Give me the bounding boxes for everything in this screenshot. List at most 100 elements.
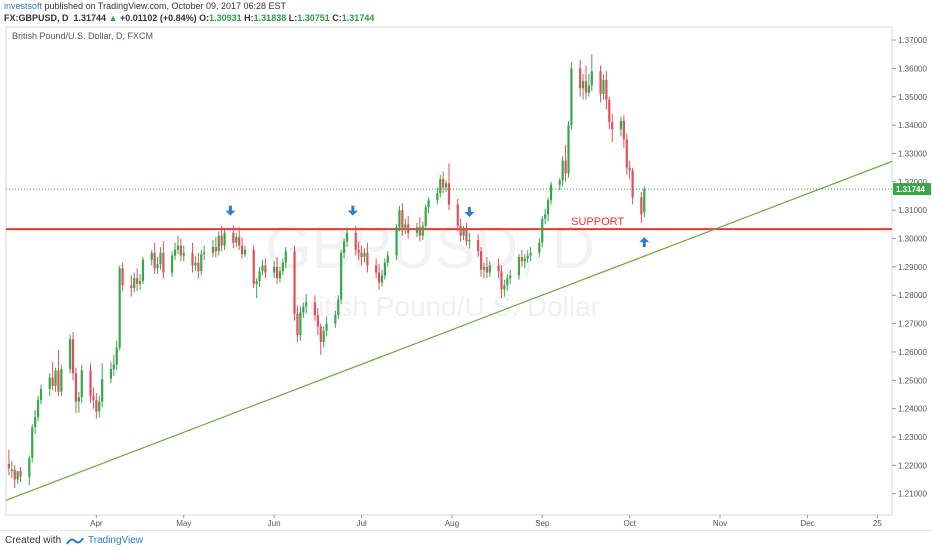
candle-body bbox=[401, 210, 404, 231]
candle-body bbox=[581, 81, 585, 89]
candle-body bbox=[599, 71, 602, 94]
candle-body bbox=[60, 368, 63, 392]
candle-body bbox=[243, 249, 247, 255]
candle-body bbox=[16, 471, 19, 480]
candle-body bbox=[223, 232, 226, 246]
candle-body bbox=[200, 254, 203, 272]
candle-body bbox=[622, 120, 625, 140]
candle-body bbox=[171, 255, 174, 273]
candle-body bbox=[57, 370, 60, 392]
candle-body bbox=[418, 227, 421, 236]
candle-body bbox=[477, 239, 480, 252]
open-label: O: bbox=[199, 13, 210, 23]
author-link[interactable]: investsoft bbox=[4, 1, 43, 11]
candle-body bbox=[299, 312, 302, 335]
candle-body bbox=[211, 247, 215, 253]
arrow-up-icon bbox=[639, 237, 650, 248]
y-tick-label: 1.28000 bbox=[898, 291, 927, 300]
candle-body bbox=[625, 139, 628, 168]
candle-body bbox=[485, 266, 488, 273]
candle-body bbox=[380, 275, 384, 283]
candle-body bbox=[238, 237, 241, 246]
candle-body bbox=[95, 400, 98, 412]
candle-body bbox=[275, 266, 279, 279]
candle-body bbox=[549, 184, 553, 201]
candle-body bbox=[538, 242, 541, 253]
candle-body bbox=[459, 225, 462, 236]
candle-body bbox=[77, 397, 80, 402]
y-tick-label: 1.36000 bbox=[898, 64, 927, 73]
x-tick-label: 25 bbox=[873, 519, 882, 528]
candle-body bbox=[232, 232, 235, 243]
candle-body bbox=[506, 278, 509, 286]
candle-body bbox=[444, 183, 448, 188]
arrow-down-icon bbox=[347, 205, 358, 216]
candle-body bbox=[456, 204, 459, 226]
low-label: L: bbox=[288, 13, 298, 23]
candle-body bbox=[39, 388, 43, 401]
candle-body bbox=[643, 189, 646, 213]
candle-body bbox=[325, 323, 328, 331]
candle-body bbox=[191, 252, 194, 266]
candle-body bbox=[278, 271, 282, 279]
x-tick-label: May bbox=[176, 519, 191, 528]
candle-body bbox=[366, 252, 369, 266]
created-with-label: Created with bbox=[5, 535, 62, 546]
candle-body bbox=[360, 252, 363, 257]
footer: Created with TradingView bbox=[0, 530, 932, 551]
y-tick-label: 1.21000 bbox=[898, 490, 927, 499]
candle-body bbox=[541, 218, 544, 243]
candle-body bbox=[109, 368, 113, 379]
candle-body bbox=[462, 230, 465, 236]
candle-body bbox=[386, 255, 389, 263]
candle-body bbox=[442, 178, 445, 188]
candle-body bbox=[156, 264, 159, 269]
candle-body bbox=[482, 266, 486, 270]
candle-body bbox=[509, 275, 512, 279]
candle-body bbox=[415, 227, 419, 233]
candle-body bbox=[564, 160, 567, 174]
candle-body bbox=[10, 469, 13, 472]
candle-body bbox=[579, 68, 582, 89]
candle-body bbox=[284, 251, 287, 263]
arrow-down-icon bbox=[225, 205, 236, 216]
candle-body bbox=[342, 241, 346, 253]
publish-info: published on TradingView.com, October 09… bbox=[42, 1, 287, 11]
candle-body bbox=[468, 239, 471, 242]
candle-body bbox=[570, 68, 573, 126]
candle-body bbox=[133, 278, 136, 289]
candle-body bbox=[235, 237, 238, 243]
candle-body bbox=[264, 265, 267, 273]
candle-body bbox=[220, 235, 223, 246]
x-tick-label: Oct bbox=[623, 519, 636, 528]
y-tick-label: 1.33000 bbox=[898, 149, 927, 158]
candle-body bbox=[407, 224, 410, 233]
tradingview-brand[interactable]: TradingView bbox=[88, 535, 144, 546]
candle-body bbox=[261, 265, 264, 272]
candle-body bbox=[316, 315, 319, 327]
candle-body bbox=[162, 252, 165, 273]
plot-area bbox=[5, 26, 893, 516]
candle-body bbox=[214, 247, 217, 252]
chart-title: British Pound/U.S. Dollar, D, FXCM bbox=[12, 31, 153, 41]
candle-body bbox=[258, 271, 261, 282]
support-label: SUPPORT bbox=[571, 216, 624, 228]
candle-body bbox=[194, 262, 197, 266]
candle-body bbox=[255, 281, 258, 284]
candle-body bbox=[121, 268, 124, 286]
x-tick-label: Dec bbox=[800, 519, 814, 528]
candle-body bbox=[363, 252, 366, 257]
candle-body bbox=[377, 272, 381, 283]
candle-body bbox=[340, 252, 343, 300]
candle-body bbox=[130, 285, 133, 289]
candle-body bbox=[544, 214, 547, 219]
candle-body bbox=[173, 249, 177, 256]
trendline[interactable] bbox=[5, 160, 893, 501]
y-tick-label: 1.37000 bbox=[898, 36, 927, 45]
candle-body bbox=[74, 373, 78, 402]
candle-body bbox=[153, 252, 156, 269]
y-tick-label: 1.31000 bbox=[898, 206, 927, 215]
candle-body bbox=[19, 471, 22, 477]
candle-body bbox=[631, 170, 634, 198]
